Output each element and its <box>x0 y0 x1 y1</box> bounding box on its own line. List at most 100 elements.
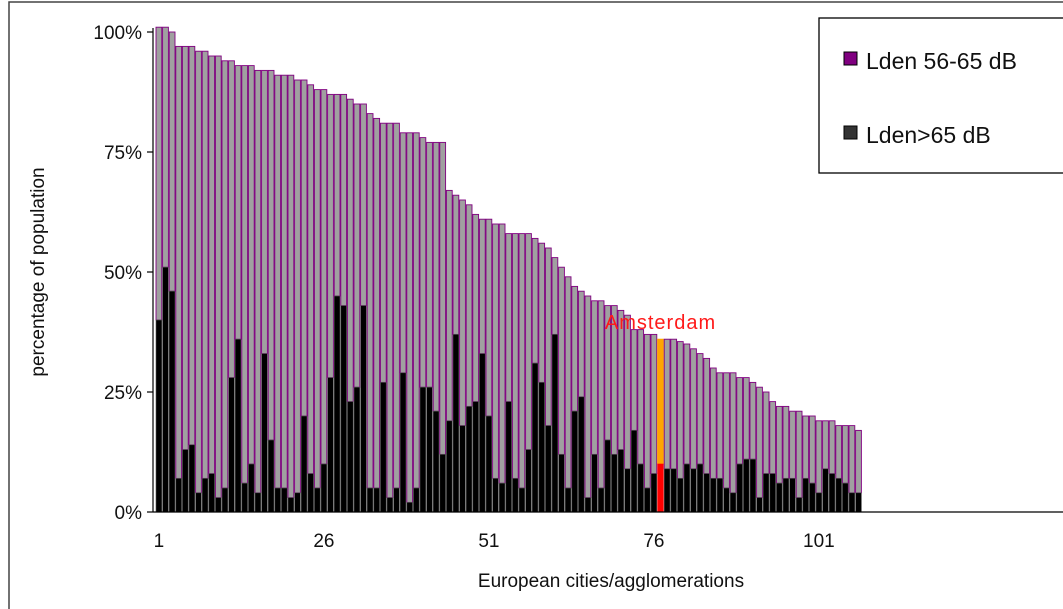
bar-segment-56-65 <box>241 65 249 484</box>
bar-segment-56-65 <box>723 372 730 489</box>
bar-segment-56-65 <box>340 93 348 307</box>
bar-segment-over-65 <box>749 458 757 513</box>
bar-segment-over-65 <box>637 463 644 513</box>
bar-segment-56-65 <box>465 204 473 407</box>
bar-segment-56-65 <box>307 84 315 475</box>
bar-segment-over-65 <box>828 473 836 513</box>
bar-segment-56-65 <box>188 45 196 446</box>
y-tick-label: 100% <box>93 23 142 44</box>
bar-segment-over-65 <box>604 439 611 513</box>
bar-segment-56-65 <box>749 381 757 460</box>
bar-segment-56-65 <box>432 141 440 412</box>
bar-segment-56-65 <box>683 343 691 465</box>
bar-segment-56-65 <box>452 194 460 335</box>
bar-segment-over-65 <box>802 478 809 513</box>
bar-segment-over-65 <box>228 377 235 513</box>
bar-segment-56-65 <box>577 290 585 398</box>
bar-segment-56-65 <box>775 405 783 484</box>
bar-segment-over-65 <box>696 463 704 513</box>
bar-segment-56-65 <box>201 50 209 479</box>
bar-segment-over-65 <box>426 386 433 513</box>
bar-segment-over-65 <box>617 449 625 513</box>
bar-segment-56-65 <box>439 141 447 455</box>
bar-segment-over-65 <box>208 473 215 513</box>
bar-segment-over-65 <box>848 492 856 513</box>
legend-swatch <box>843 51 858 66</box>
bar-segment-56-65 <box>155 26 163 321</box>
bar-segment-56-65 <box>571 285 579 412</box>
y-tick-label: 50% <box>104 263 142 284</box>
bar-segment-over-65 <box>195 492 202 513</box>
x-tick-label: 26 <box>313 531 334 552</box>
bar-segment-over-65 <box>822 468 829 513</box>
bar-segment-over-65 <box>175 478 182 513</box>
bar-segment-56-65 <box>630 329 638 431</box>
bar-segment-56-65 <box>505 233 513 403</box>
bar-segment-over-65 <box>571 410 578 513</box>
bar-segment-56-65 <box>287 74 295 499</box>
bar-segment-56-65 <box>485 218 493 417</box>
bar-segment-over-65 <box>267 439 275 513</box>
bar-segment-over-65 <box>762 473 770 513</box>
bar-segment-over-65 <box>366 487 374 513</box>
bar-segment-over-65 <box>578 396 585 513</box>
bar-segment-56-65 <box>393 122 400 489</box>
bar-segment-over-65 <box>842 482 849 513</box>
bar-segment-over-65 <box>254 492 262 513</box>
bar-segment-56-65 <box>742 377 750 460</box>
bar-segment-over-65 <box>465 406 473 513</box>
bar-segment-over-65 <box>670 468 677 513</box>
bar-segment-over-65 <box>815 492 823 513</box>
bar-segment-over-65 <box>360 305 367 513</box>
bar-segment-over-65 <box>234 338 242 513</box>
bar-segment-56-65 <box>247 65 255 465</box>
y-tick-label: 25% <box>104 383 142 404</box>
bar-segment-over-65 <box>314 487 321 513</box>
bar-amsterdam-56-65 <box>657 338 664 465</box>
bar-segment-over-65 <box>221 487 229 513</box>
bar-segment-over-65 <box>287 497 295 513</box>
bar-segment-over-65 <box>472 401 479 513</box>
bar-segment-over-65 <box>650 473 658 513</box>
bar-segment-56-65 <box>848 425 856 494</box>
bar-segment-56-65 <box>261 69 268 355</box>
bar-segment-over-65 <box>729 492 737 513</box>
bar-segment-56-65 <box>802 415 810 479</box>
bar-segment-56-65 <box>531 237 539 364</box>
bar-segment-over-65 <box>776 482 783 513</box>
bar-segment-56-65 <box>564 276 572 489</box>
bar-amsterdam-over-65 <box>657 463 664 513</box>
bar-segment-56-65 <box>208 55 216 475</box>
x-tick-label: 51 <box>478 531 499 552</box>
bar-segment-over-65 <box>307 473 314 513</box>
bar-segment-56-65 <box>175 45 183 479</box>
bar-segment-over-65 <box>281 487 288 513</box>
bar-segment-over-65 <box>564 487 572 513</box>
bar-segment-56-65 <box>426 141 433 388</box>
bar-segment-56-65 <box>696 353 704 465</box>
bar-segment-56-65 <box>313 89 321 489</box>
bar-segment-over-65 <box>373 487 380 513</box>
bar-segment-over-65 <box>162 266 169 513</box>
bar-segment-over-65 <box>320 463 328 513</box>
annotation-amsterdam: Amsterdam <box>605 312 716 334</box>
bar-segment-56-65 <box>716 372 724 479</box>
bar-segment-56-65 <box>274 74 282 489</box>
bar-segment-56-65 <box>676 341 684 479</box>
bar-segment-56-65 <box>729 372 737 494</box>
bar-segment-over-65 <box>215 497 222 513</box>
bar-segment-over-65 <box>624 468 631 513</box>
bar-segment-56-65 <box>353 103 361 388</box>
bar-segment-over-65 <box>677 478 684 513</box>
bar-segment-56-65 <box>795 410 803 499</box>
bar-segment-over-65 <box>591 454 598 513</box>
bar-segment-over-65 <box>182 449 189 513</box>
legend-label: Lden>65 dB <box>866 122 991 148</box>
bar-segment-56-65 <box>584 295 592 499</box>
bar-segment-56-65 <box>498 223 506 484</box>
bar-segment-56-65 <box>643 333 651 489</box>
bar-segment-over-65 <box>855 492 862 513</box>
bar-segment-56-65 <box>386 122 394 499</box>
bar-segment-over-65 <box>531 362 539 513</box>
